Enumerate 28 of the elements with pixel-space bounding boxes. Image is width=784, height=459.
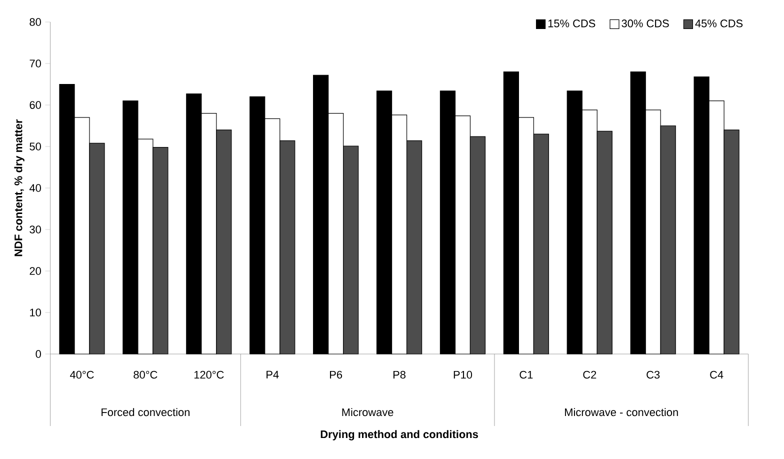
x-tick-label: C2 <box>583 370 596 379</box>
x-tick-label: 40°C <box>70 370 94 379</box>
x-tick-label: P4 <box>266 370 279 378</box>
x-tick-label: 120°C <box>194 370 224 379</box>
y-tick-label: 0 <box>36 350 41 358</box>
text: Microwave - convection <box>565 408 678 416</box>
legend-label: 15% CDS <box>548 20 596 28</box>
y-tick-label: 30 <box>30 226 41 234</box>
x-tick-label: C1 <box>520 370 533 379</box>
x-tick-label: P10 <box>454 370 472 379</box>
x-tick-label: C4 <box>710 370 724 379</box>
legend-label: 45% CDS <box>695 20 743 28</box>
y-tick-label: 20 <box>30 267 41 275</box>
y-axis-title: NDF content, % dry matter <box>14 119 24 256</box>
y-tick-label: 80 <box>30 18 41 26</box>
y-tick-label: 50 <box>30 142 41 150</box>
legend-label: 30% CDS <box>622 20 669 28</box>
x-tick-label: P6 <box>330 370 342 379</box>
text: Forced convection <box>102 408 190 416</box>
x-axis-title: Drying method and conditions <box>320 430 478 440</box>
y-tick-label: 40 <box>29 184 41 192</box>
y-tick-label: 10 <box>30 308 41 316</box>
y-tick-label: 70 <box>30 60 41 68</box>
x-tick-label: P8 <box>393 370 406 379</box>
text: Microwave <box>342 408 394 416</box>
x-tick-label: C3 <box>646 370 660 379</box>
x-tick-label: 80°C <box>134 370 158 379</box>
y-tick-label: 60 <box>30 101 41 109</box>
